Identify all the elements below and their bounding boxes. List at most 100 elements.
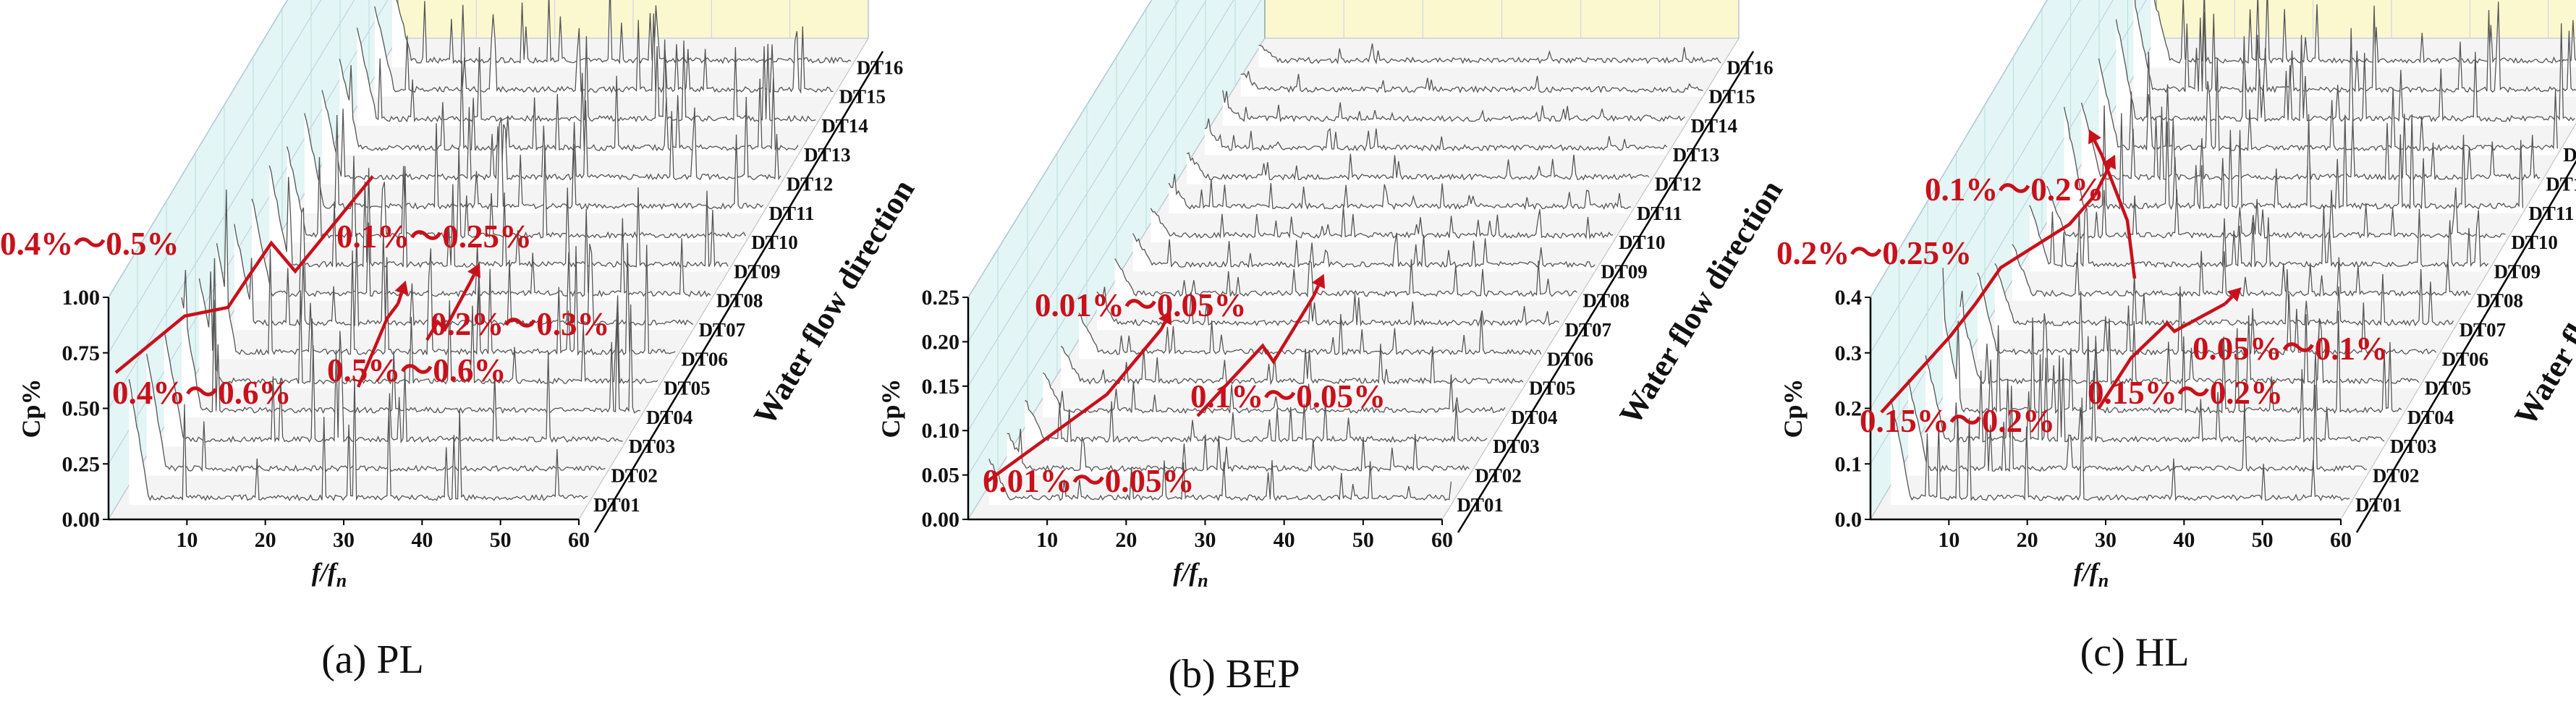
series-line-dt14 xyxy=(356,27,816,123)
series-fill xyxy=(1043,373,1505,417)
annotation-label: 0.2%～0.3% xyxy=(431,306,610,342)
annotation-label: 0.15%～0.2% xyxy=(1860,403,2055,439)
series-label: DT09 xyxy=(1601,260,1648,282)
series-line-dt08 xyxy=(2012,244,2471,298)
x-axis-title-sub: n xyxy=(336,570,347,591)
series-line-dt14 xyxy=(1222,90,1685,123)
series-label: DT08 xyxy=(1583,290,1630,312)
y-axis-title: Cp% xyxy=(876,378,905,438)
series-label: DT16 xyxy=(1726,56,1774,78)
annotation-arrow xyxy=(425,281,472,341)
y-tick-label: 0.3 xyxy=(1835,341,1863,365)
series-line-dt15 xyxy=(2134,0,2576,94)
series-label: DT14 xyxy=(821,115,868,137)
annotation-arrow xyxy=(1196,295,1315,417)
annotation-arrowhead xyxy=(1311,273,1326,289)
series-line-dt11 xyxy=(304,113,764,211)
annotation-arrow xyxy=(2093,140,2104,157)
series-label: DT05 xyxy=(1529,378,1576,399)
x-axis-title: f/fn xyxy=(2074,558,2109,591)
x-tick-label: 40 xyxy=(2173,528,2195,552)
x-axis-title: f/fn xyxy=(1173,558,1208,591)
series-label: DT10 xyxy=(2511,231,2558,253)
annotation-label: 0.2%～0.25% xyxy=(1776,235,1972,271)
series-line-dt13 xyxy=(339,59,799,152)
series-line-dt16 xyxy=(2153,0,2576,64)
series-line-dt07 xyxy=(1994,263,2454,327)
y-tick-label: 0.15 xyxy=(922,375,960,399)
y-tick-label: 0.75 xyxy=(62,341,101,365)
series-fill xyxy=(1061,344,1523,388)
y-tick-label: 0.00 xyxy=(62,508,101,532)
x-axis-title-base: f/f xyxy=(1173,558,1200,587)
series-label: DT05 xyxy=(664,378,711,399)
series-fill xyxy=(1925,354,2384,447)
series-label: DT04 xyxy=(646,407,693,428)
series-fill xyxy=(1132,232,1596,272)
y-tick-label: 0.05 xyxy=(922,464,960,488)
y-tick-label: 0.00 xyxy=(922,508,960,532)
x-axis-title-base: f/f xyxy=(2074,558,2101,587)
x-tick-label: 60 xyxy=(1431,528,1453,552)
x-tick-label: 50 xyxy=(2252,528,2274,552)
x-tick-label: 40 xyxy=(411,528,433,552)
x-tick-label: 50 xyxy=(490,528,512,552)
panel-caption: (a) PL xyxy=(321,637,424,682)
x-axis-title: f/fn xyxy=(312,558,347,591)
y-axis-title: Cp% xyxy=(1779,378,1808,438)
series-label: DT11 xyxy=(769,203,815,224)
annotation-label: 0.1%～0.2% xyxy=(1925,171,2104,208)
series-label: DT04 xyxy=(1511,407,1558,428)
annotation-arrow xyxy=(1311,285,1321,297)
annotation-arrowhead xyxy=(1158,310,1172,326)
series-line-dt01 xyxy=(988,459,1452,502)
series-line-dt04 xyxy=(1042,372,1506,415)
series-line-dt06 xyxy=(216,190,676,357)
depth-axis-line xyxy=(2355,159,2576,533)
x-tick-label: 40 xyxy=(1274,528,1295,552)
x-tick-label: 20 xyxy=(255,528,276,552)
series-line-dt08 xyxy=(1114,258,1577,298)
annotation-arrow xyxy=(114,175,374,374)
series-fill xyxy=(1169,174,1631,213)
series-label: DT16 xyxy=(857,56,904,78)
annotation-label: 0.15%～0.2% xyxy=(2088,375,2283,411)
series-line-dt12 xyxy=(1186,152,1650,181)
x-tick-label: 50 xyxy=(1352,528,1374,552)
annotation-arrow xyxy=(2097,302,2227,410)
series-line-dt02 xyxy=(1007,428,1470,472)
annotation-label: 0.4%～0.6% xyxy=(112,375,292,411)
series-label: DT13 xyxy=(1673,144,1720,166)
series-fill xyxy=(1114,258,1577,301)
annotation-arrow xyxy=(1880,194,2096,414)
series-line-dt16 xyxy=(396,0,852,65)
series-line-dt10 xyxy=(2046,185,2506,239)
series-label: DT04 xyxy=(2407,407,2454,428)
series-label: DT08 xyxy=(2477,290,2524,312)
x-tick-label: 30 xyxy=(1195,528,1216,552)
y-tick-label: 0.25 xyxy=(62,452,101,476)
series-line-dt05 xyxy=(1959,290,2420,386)
series-line-dt15 xyxy=(1240,71,1703,94)
series-line-dt03 xyxy=(1025,400,1488,443)
y-tick-label: 0.4 xyxy=(1835,286,1863,310)
x-tick-label: 10 xyxy=(176,528,198,552)
annotation-label: 0.01%～0.05% xyxy=(1035,287,1247,323)
x-tick-label: 30 xyxy=(2095,528,2117,552)
series-label: DT05 xyxy=(2425,378,2472,399)
y-tick-label: 0.20 xyxy=(922,330,960,354)
series-label: DT11 xyxy=(1637,203,1682,224)
annotation-label: 0.5%～0.6% xyxy=(327,352,507,388)
annotation-arrow xyxy=(356,302,399,388)
series-label: DT07 xyxy=(1565,319,1612,341)
x-tick-label: 60 xyxy=(568,528,590,552)
series-line-dt16 xyxy=(1258,43,1721,65)
x-tick-label: 20 xyxy=(2017,528,2038,552)
series-line-dt09 xyxy=(268,165,729,268)
panel-1: DT16 DT15 DT14 DT13 DT12 DT11 DT10 DT09 DT08 DT07… xyxy=(0,0,921,682)
annotation-arrow xyxy=(1159,320,1167,331)
annotation-arrowhead xyxy=(467,263,480,279)
series-line-dt04 xyxy=(181,270,640,415)
panel-3: DT16DT15DT14DT13DT12DT11DT10DT09DT08DT07… xyxy=(1776,0,2576,675)
series-label: DT06 xyxy=(1547,348,1594,370)
